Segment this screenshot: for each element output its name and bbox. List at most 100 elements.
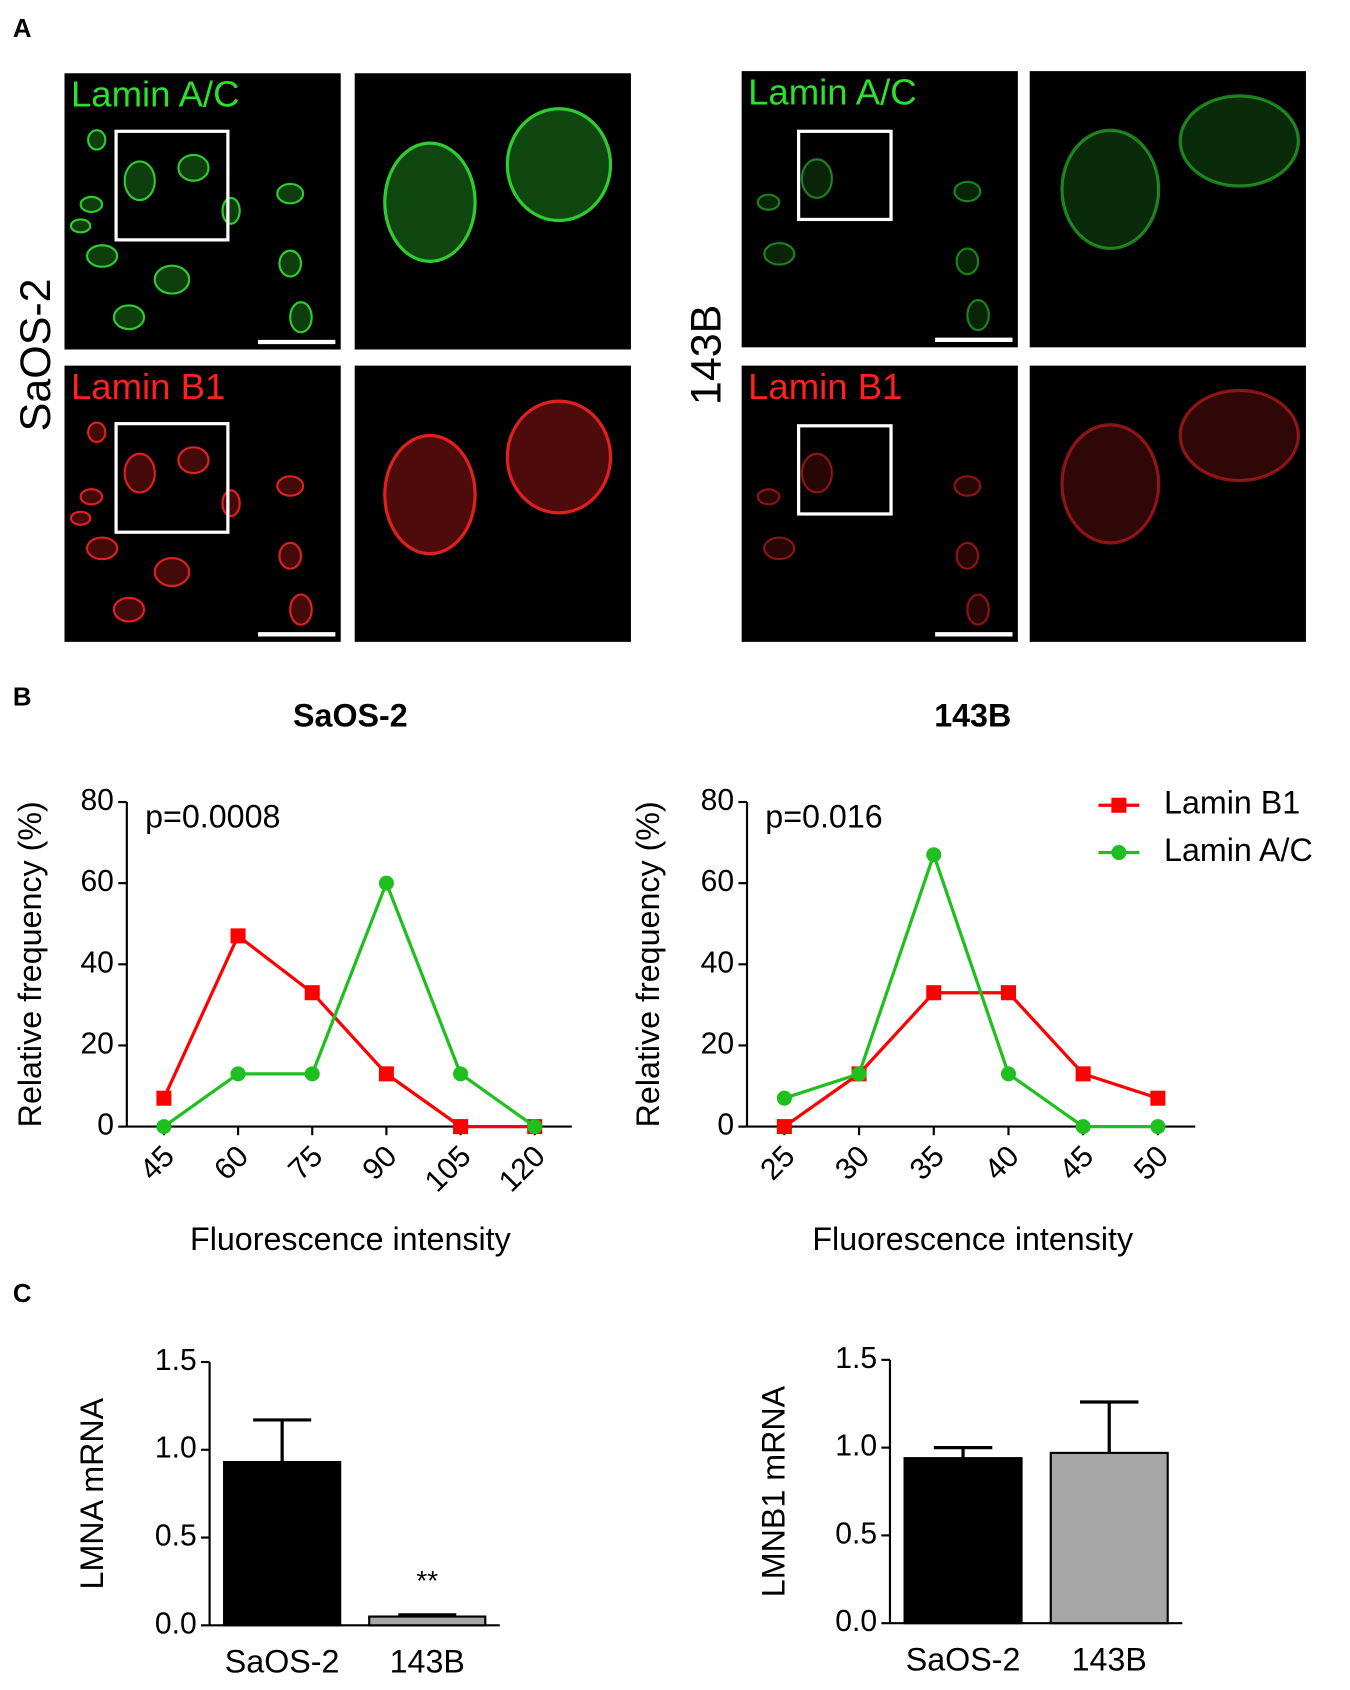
marker <box>1075 1066 1091 1082</box>
nucleus <box>85 244 119 268</box>
nucleus <box>1178 94 1301 188</box>
series-line <box>783 849 1158 1129</box>
x-tick-label: 50 <box>1128 1140 1175 1187</box>
series-line <box>162 933 535 1129</box>
marker <box>230 928 246 944</box>
bar <box>223 1460 342 1627</box>
marker <box>851 1066 867 1082</box>
nucleus <box>756 488 781 506</box>
y-tick-label: 1.5 <box>835 1342 877 1375</box>
x-tick-label: 45 <box>1053 1140 1100 1187</box>
cell-line-label: 143B <box>683 305 731 405</box>
y-tick-label: 60 <box>80 865 113 898</box>
chart-title: SaOS-2 <box>293 698 408 734</box>
nucleus <box>966 298 990 332</box>
nucleus <box>955 541 980 570</box>
channel-label: Lamin A/C <box>748 71 917 112</box>
nucleus <box>221 489 241 518</box>
x-tick-label: 45 <box>134 1140 181 1187</box>
y-tick-label: 0.0 <box>835 1605 877 1638</box>
nucleus <box>123 160 156 202</box>
inset-box <box>796 424 893 516</box>
panel-label: A <box>13 15 32 43</box>
nucleus <box>763 242 796 266</box>
series-line <box>783 991 1159 1128</box>
panel-label: B <box>13 684 32 712</box>
nucleus <box>1060 423 1161 545</box>
legend-label: Lamin A/C <box>1164 832 1313 868</box>
marker <box>1000 985 1016 1001</box>
nucleus <box>85 536 119 561</box>
x-tick-label: 143B <box>390 1644 465 1680</box>
nucleus <box>505 399 613 515</box>
x-tick-label: 30 <box>829 1140 876 1187</box>
nucleus <box>177 446 210 475</box>
nucleus <box>87 421 107 444</box>
marker <box>1150 1090 1166 1106</box>
nucleus <box>276 182 305 205</box>
nucleus <box>289 593 313 626</box>
nucleus <box>112 304 146 331</box>
nucleus <box>763 536 796 561</box>
nucleus <box>383 433 477 556</box>
inset-box <box>796 129 893 222</box>
y-tick-label: 20 <box>701 1027 734 1060</box>
nucleus <box>276 475 305 497</box>
nucleus <box>123 452 156 494</box>
annotation: p=0.016 <box>765 799 882 835</box>
y-tick-label: 40 <box>80 946 113 979</box>
x-tick-label: 60 <box>208 1140 255 1187</box>
micrographs: Lamin A/C Lamin B1 Lamin A/C Lamin B1 <box>64 71 1306 642</box>
channel-label: Lamin A/C <box>71 74 240 115</box>
nucleus <box>289 301 313 334</box>
nucleus <box>966 593 990 626</box>
x-tick-label: 75 <box>282 1140 329 1187</box>
y-tick-label: 1.5 <box>155 1344 197 1377</box>
nucleus <box>278 249 303 278</box>
y-tick-label: 40 <box>701 946 734 979</box>
y-axis-label: LMNA mRNA <box>74 1397 110 1589</box>
nucleus <box>800 452 834 494</box>
inset-box <box>114 422 230 534</box>
nucleus <box>221 196 241 225</box>
marker <box>378 1066 394 1082</box>
marker <box>453 1066 469 1082</box>
x-tick-label: 25 <box>754 1140 801 1187</box>
marker <box>926 985 942 1001</box>
y-axis-label: LMNB1 mRNA <box>756 1385 792 1597</box>
x-tick-label: 120 <box>493 1140 552 1199</box>
y-tick-label: 0.5 <box>155 1520 197 1553</box>
panel-label: C <box>13 1280 32 1308</box>
x-tick-label: 40 <box>978 1140 1025 1187</box>
nucleus <box>153 556 191 588</box>
nucleus <box>800 158 834 200</box>
legend-label: Lamin B1 <box>1164 785 1300 821</box>
marker <box>926 847 942 863</box>
series-line <box>162 878 536 1128</box>
nucleus <box>955 247 980 276</box>
cell-line-label: SaOS-2 <box>12 278 60 431</box>
marker <box>156 1090 172 1106</box>
bar <box>903 1457 1023 1625</box>
nucleus <box>1060 128 1161 251</box>
y-tick-label: 80 <box>80 784 113 817</box>
y-tick-label: 0.0 <box>155 1607 197 1640</box>
marker <box>1150 1119 1166 1135</box>
x-tick-label: 105 <box>419 1140 478 1199</box>
y-tick-label: 1.0 <box>835 1430 877 1463</box>
marker <box>453 1119 469 1135</box>
marker <box>527 1119 543 1135</box>
nucleus <box>383 141 477 263</box>
y-tick-label: 1.0 <box>155 1432 197 1465</box>
y-tick-label: 0 <box>97 1109 114 1142</box>
chart-title: 143B <box>934 698 1011 734</box>
nucleus <box>112 596 146 623</box>
marker <box>230 1066 246 1082</box>
x-tick-label: 90 <box>356 1140 403 1187</box>
x-tick-label: 35 <box>904 1140 951 1187</box>
bar <box>1049 1451 1169 1625</box>
marker <box>304 1066 320 1082</box>
annotation: ** <box>416 1565 438 1596</box>
